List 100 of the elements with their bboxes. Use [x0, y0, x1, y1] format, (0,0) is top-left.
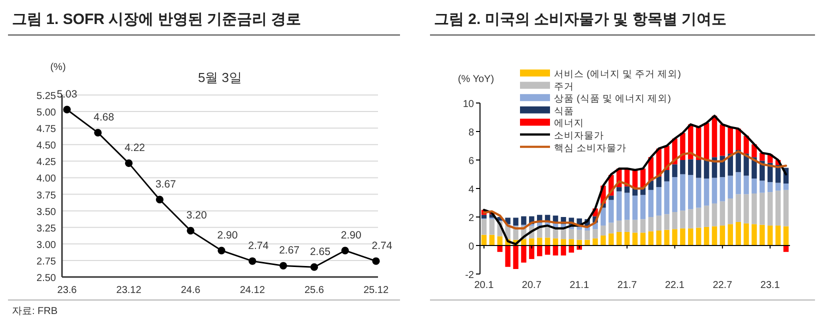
bar	[568, 229, 574, 240]
bar	[775, 226, 781, 246]
bar	[720, 201, 726, 226]
bar	[783, 184, 789, 190]
bar	[752, 193, 757, 224]
y-tick-label: 4.75	[36, 124, 56, 136]
bar	[664, 214, 670, 230]
bar	[680, 210, 686, 228]
bar	[656, 176, 662, 188]
y-tick-label: 3.50	[36, 206, 56, 218]
bar	[624, 220, 630, 232]
bar	[664, 181, 670, 214]
bar	[600, 226, 606, 236]
chart-subtitle: 5월 3일	[198, 70, 242, 85]
x-tick-label: 23.1	[760, 280, 780, 291]
bar	[704, 178, 710, 206]
data-label: 3.67	[155, 178, 176, 191]
bar	[608, 196, 614, 200]
bar	[481, 214, 487, 218]
y-tick-label: 10	[462, 99, 474, 110]
x-tick-label: 24.6	[180, 285, 201, 296]
bar	[648, 190, 654, 217]
bar	[584, 230, 590, 240]
bar	[608, 200, 614, 223]
bar	[584, 240, 590, 246]
bar	[728, 127, 734, 154]
legend-label: 식품	[554, 106, 574, 117]
x-tick-label: 23.6	[57, 285, 78, 296]
bar	[600, 236, 606, 246]
bar	[616, 187, 622, 192]
bar	[600, 208, 606, 226]
point	[125, 159, 133, 167]
y-tick-label: -2	[465, 270, 474, 281]
point	[63, 106, 71, 114]
bar	[481, 219, 487, 235]
bar	[712, 178, 718, 204]
line-series	[482, 114, 788, 246]
bar	[775, 190, 781, 226]
bar	[640, 232, 646, 246]
y-tick-label: 4.50	[36, 140, 56, 152]
bar	[744, 176, 749, 194]
bar	[688, 174, 694, 210]
data-label: 2.90	[340, 230, 362, 242]
bar	[680, 228, 686, 246]
bar	[744, 136, 749, 154]
bar	[576, 230, 582, 240]
bar	[768, 226, 773, 246]
bar	[529, 238, 534, 246]
bar	[648, 231, 654, 246]
bar	[624, 186, 630, 193]
y-tick-label: 8	[468, 128, 474, 138]
bar	[704, 226, 710, 246]
bar	[775, 182, 781, 191]
bar	[656, 216, 662, 231]
bar	[744, 223, 749, 246]
bar	[505, 246, 510, 267]
bar	[672, 164, 678, 178]
data-label: 2.90	[217, 230, 238, 242]
bar	[592, 229, 598, 238]
bar	[672, 229, 678, 246]
y-tick-label: 2.50	[36, 273, 56, 284]
y-axis-title: (% YoY)	[458, 74, 494, 85]
bar	[736, 222, 741, 246]
legend-label: 상품 (식품 및 에너지 제외)	[554, 94, 671, 105]
y-tick-label: 5.25	[36, 91, 56, 102]
x-tick-label: 24.12	[240, 285, 266, 296]
bar	[497, 246, 502, 252]
bar	[513, 218, 518, 226]
data-label: 2.74	[372, 240, 392, 252]
bar	[736, 194, 741, 222]
legend-label: 서비스 (에너지 및 주거 제외)	[554, 69, 681, 80]
bar	[736, 172, 741, 194]
bar	[648, 217, 654, 232]
bar	[624, 192, 630, 220]
bar	[744, 194, 749, 224]
x-tick-label: 21.7	[617, 280, 638, 291]
bar	[752, 178, 757, 194]
bar	[521, 246, 526, 263]
point	[310, 263, 318, 271]
chart-title: 그림 2. 미국의 소비자물가 및 항목별 기여도	[434, 11, 727, 28]
bar	[560, 246, 566, 256]
bar	[552, 246, 558, 256]
bar	[696, 228, 702, 246]
bar	[760, 180, 765, 193]
x-tick-label: 20.7	[522, 280, 542, 291]
y-tick-label: 4.00	[36, 174, 56, 185]
point	[248, 257, 256, 265]
x-tick-label: 21.1	[570, 280, 590, 291]
bar	[592, 238, 598, 246]
data-label: 5.03	[56, 88, 78, 101]
bar	[720, 226, 726, 246]
bar	[783, 190, 789, 226]
bar	[696, 208, 702, 228]
bar	[656, 187, 662, 216]
y-tick-label: 0	[468, 242, 474, 252]
bar	[640, 219, 646, 233]
bar	[736, 150, 741, 172]
bar	[704, 122, 710, 160]
data-label: 4.22	[124, 142, 146, 154]
bar	[688, 159, 694, 175]
